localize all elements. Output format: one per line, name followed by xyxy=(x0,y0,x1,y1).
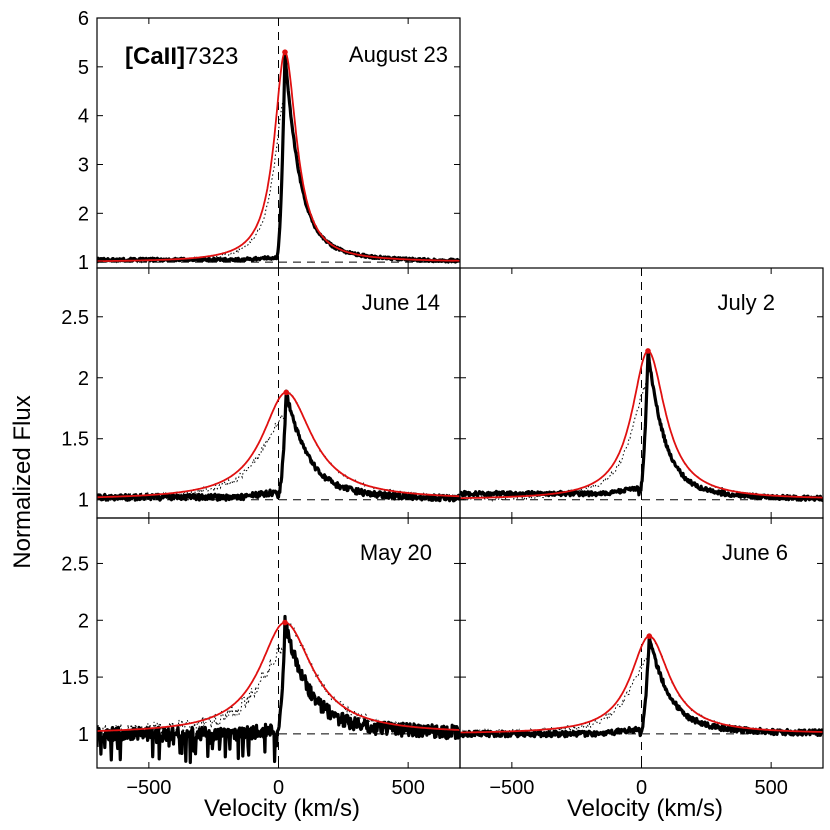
panel-date-label: June 14 xyxy=(362,290,440,315)
model-fit-curve xyxy=(97,51,460,263)
chart-title-bold: [CaII] xyxy=(125,43,185,70)
chart-title: [CaII]7323 xyxy=(125,43,238,70)
panel-5: −500 0 500 June 6 xyxy=(459,517,824,799)
curves xyxy=(97,389,460,503)
model-fit-curve xyxy=(97,621,460,732)
x-tick-label: 500 xyxy=(754,777,787,799)
x-tick-label: 0 xyxy=(273,777,284,799)
y-tick-label: 2 xyxy=(78,203,89,225)
panel-date-label: May 20 xyxy=(360,540,432,565)
y-tick-label: 1 xyxy=(78,252,89,274)
y-tick-label: 6 xyxy=(78,8,89,30)
panel-2: 1 1.5 2 2.5 June 14 xyxy=(61,267,461,519)
y-tick-label: 1 xyxy=(78,490,89,512)
curves xyxy=(97,614,460,765)
model-peak-marker xyxy=(646,633,653,639)
x-axis-title-left: Velocity (km/s) xyxy=(204,795,360,822)
panel-3: July 2 xyxy=(459,267,824,519)
model-fit-curve xyxy=(460,349,823,500)
y-tick-label: 4 xyxy=(78,106,89,128)
y-tick-label: 5 xyxy=(78,57,89,79)
panel-1: 1 2 3 4 5 6 August 23 xyxy=(78,8,461,274)
x-tick-label: 500 xyxy=(391,777,424,799)
model-fit-curve xyxy=(97,391,460,499)
model-peak-marker xyxy=(283,389,290,396)
y-tick-label: 2.5 xyxy=(61,307,89,329)
x-tick-label: −500 xyxy=(126,777,171,799)
model-fit-curve xyxy=(460,635,823,734)
observed-spectrum xyxy=(97,389,460,503)
panels: 1 2 3 4 5 6 August 23 1 1.5 2 2.5 June 14 July 2 1 1.5… xyxy=(61,8,824,799)
curves xyxy=(460,348,823,503)
observed-spectrum xyxy=(460,633,823,739)
model-peak-marker xyxy=(282,619,288,626)
observed-spectrum xyxy=(460,350,823,502)
x-tick-label: 0 xyxy=(636,777,647,799)
x-tick-label: −500 xyxy=(489,777,534,799)
panel-date-label: June 6 xyxy=(722,540,788,565)
curves xyxy=(460,633,823,739)
y-tick-label: 1.5 xyxy=(61,429,89,451)
panel-date-label: August 23 xyxy=(349,42,448,67)
x-axis-title-right: Velocity (km/s) xyxy=(567,795,723,822)
y-tick-label: 3 xyxy=(78,154,89,176)
panel-4: 1 1.5 2 2.5 −500 0 500 May 20 xyxy=(61,517,461,799)
y-tick-label: 2 xyxy=(78,368,89,390)
panel-date-label: July 2 xyxy=(718,290,775,315)
y-tick-label: 1 xyxy=(78,724,89,746)
observed-spectrum xyxy=(97,51,460,264)
curves xyxy=(97,49,460,265)
y-axis-title: Normalized Flux xyxy=(9,395,36,568)
y-tick-label: 2.5 xyxy=(61,553,89,575)
y-tick-label: 1.5 xyxy=(61,667,89,689)
y-tick-label: 2 xyxy=(78,610,89,632)
model-peak-marker xyxy=(645,348,651,354)
model-peak-marker xyxy=(282,49,288,55)
chart-title-suffix: 7323 xyxy=(185,43,238,70)
